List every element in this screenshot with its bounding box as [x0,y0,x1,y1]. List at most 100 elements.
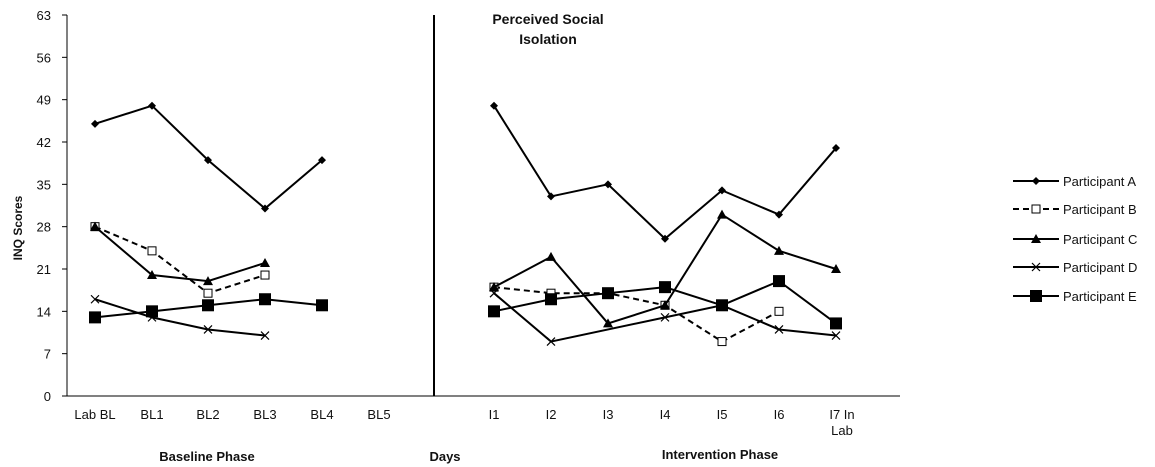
data-point [90,221,100,231]
data-point [90,294,100,304]
legend-label: Participant D [1063,260,1137,275]
x-axis: Lab BL BL1 BL2 BL3 BL4 BL5 I1 I2 I3 I4 I5 I6 I7 In La… [67,395,900,438]
legend-label: Participant E [1063,289,1137,304]
data-point [546,251,556,261]
data-point [488,305,500,318]
series-line [493,286,780,343]
data-point [831,264,841,273]
y-tick-label: 63 [37,8,51,23]
data-point [545,293,557,306]
chart-title-line2: Isolation [519,31,577,47]
data-point [204,156,212,165]
data-point [260,270,270,280]
data-point [202,299,214,312]
data-point [660,312,670,322]
x-tick-label: I7 In Lab [829,407,854,438]
data-point [718,186,726,195]
data-point [260,257,270,267]
series-1 [91,101,840,243]
legend-item: Participant A [1013,174,1136,189]
data-point [830,317,842,330]
legend-marker [1031,262,1041,272]
series-3 [90,209,841,328]
x-tick-label: I1 [489,407,500,422]
x-axis-label: Days [429,449,460,464]
intervention-phase-label: Intervention Phase [662,447,778,462]
x-tick-label: I5 [717,407,728,422]
series-4 [90,288,841,346]
data-point [661,234,669,243]
y-tick-label: 35 [37,177,51,192]
data-point [547,192,555,201]
data-point [660,300,670,310]
data-point [490,101,498,110]
data-point [603,318,613,328]
data-point [89,311,101,324]
data-point [489,288,499,298]
x-tick-label: Lab BL [74,407,115,422]
data-point [773,275,785,288]
data-point [546,337,556,346]
data-point [316,299,328,312]
legend-label: Participant C [1063,232,1137,247]
data-point [146,305,158,318]
series-line [94,225,266,295]
data-point [148,101,156,110]
data-point [659,281,671,294]
data-point [717,209,727,219]
legend-marker [1031,204,1041,214]
series-5 [89,275,842,330]
series-line [493,292,837,343]
y-axis: 0 7 14 21 28 35 42 49 56 63 [37,8,68,404]
data-point [489,282,499,292]
y-tick-label: 56 [37,50,51,65]
legend-marker [1031,234,1041,243]
x-tick-label: BL2 [196,407,219,422]
data-point [260,331,270,340]
baseline-phase-label: Baseline Phase [159,449,254,464]
x-tick-label: I6 [774,407,785,422]
data-point [717,337,727,347]
y-tick-label: 7 [44,347,51,362]
data-point [831,331,841,340]
data-point [147,246,157,256]
data-point [774,325,784,334]
data-point [259,293,271,306]
x-tick-label: BL1 [140,407,163,422]
data-point [203,276,213,286]
x-tick-label: I3 [603,407,614,422]
y-tick-label: 21 [37,262,51,277]
data-point [147,270,157,280]
chart-title-line1: Perceived Social [492,11,603,27]
data-point [604,180,612,189]
x-tick-label: BL5 [367,407,390,422]
y-tick-label: 42 [37,135,51,150]
data-point [318,156,326,165]
data-point [261,204,269,213]
y-tick-label: 0 [44,389,51,404]
legend-item: Participant B [1013,202,1137,217]
legend-label: Participant A [1063,174,1136,189]
data-point [774,245,784,255]
data-point [775,210,783,219]
data-point [774,306,784,316]
series-line [493,105,837,241]
y-tick-label: 14 [37,304,51,319]
legend: Participant A Participant B Participant C P… [1013,174,1137,304]
legend-marker [1032,177,1040,185]
x-tick-label: I4 [660,407,671,422]
legend-item: Participant C [1013,232,1137,247]
series-line [94,298,266,337]
series-line [94,225,266,283]
x-tick-label: BL4 [310,407,333,422]
legend-label: Participant B [1063,202,1137,217]
y-tick-label: 28 [37,220,51,235]
legend-item: Participant D [1013,260,1137,275]
series-layer [89,101,842,347]
data-point [203,288,213,298]
x-tick-label: I2 [546,407,557,422]
data-point [832,144,840,153]
data-point [203,325,213,334]
data-point [716,299,728,312]
